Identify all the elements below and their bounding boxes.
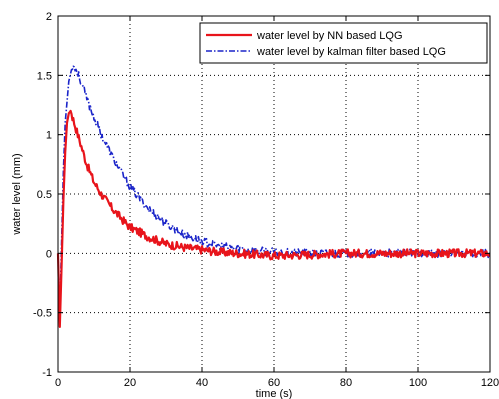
series-group — [56, 65, 491, 329]
y-tick-label: 1.5 — [37, 70, 52, 82]
x-tick-label: 120 — [481, 377, 499, 389]
x-tick-label: 80 — [340, 377, 352, 389]
x-tick-label: 20 — [124, 377, 136, 389]
y-tick-label: 0 — [46, 248, 52, 260]
x-tick-label: 100 — [409, 377, 427, 389]
y-tick-label: -0.5 — [33, 308, 52, 320]
y-axis-label: water level (mm) — [11, 153, 23, 235]
series-line-nn — [56, 109, 491, 329]
legend-box — [199, 22, 488, 64]
legend-entry-nn: water level by NN based LQG — [256, 30, 403, 42]
y-tick-label: -1 — [42, 367, 52, 379]
grid — [58, 16, 490, 372]
ticks: 0 20 40 60 80 100 120 -1 -0.5 0 0.5 1 1.5 2 — [33, 11, 499, 389]
x-tick-label: 0 — [55, 377, 61, 389]
y-tick-label: 2 — [46, 11, 52, 23]
y-tick-label: 0.5 — [37, 189, 52, 201]
x-tick-label: 40 — [196, 377, 208, 389]
legend: water level by NN based LQG water level … — [199, 22, 488, 64]
legend-entry-kalman: water level by kalman filter based LQG — [256, 46, 446, 58]
y-tick-label: 1 — [46, 130, 52, 142]
x-tick-label: 60 — [268, 377, 280, 389]
x-axis-label: time (s) — [256, 388, 293, 399]
